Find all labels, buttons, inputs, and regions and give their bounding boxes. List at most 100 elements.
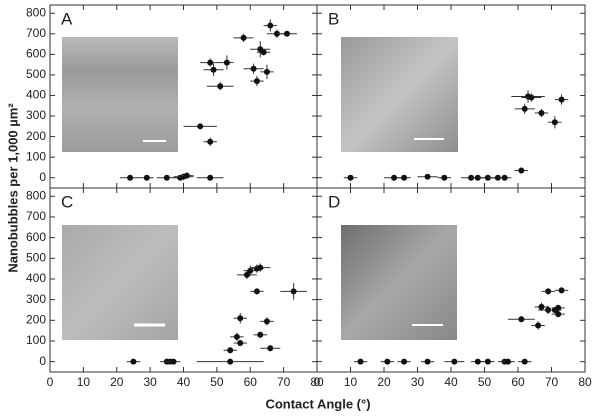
- point: [257, 331, 264, 338]
- x-tick-label: 50: [478, 375, 492, 389]
- point: [197, 123, 204, 130]
- point: [233, 333, 240, 340]
- point: [260, 49, 267, 56]
- point: [207, 174, 214, 181]
- point: [484, 358, 491, 365]
- x-axis-label: Contact Angle (°): [265, 396, 370, 411]
- point: [528, 94, 535, 101]
- point: [347, 174, 354, 181]
- y-tick-label: 700: [26, 209, 46, 223]
- point: [267, 345, 274, 352]
- y-tick-label: 100: [26, 333, 46, 347]
- point: [223, 59, 230, 66]
- point: [545, 288, 552, 295]
- point: [290, 288, 297, 295]
- point: [127, 174, 134, 181]
- point: [263, 318, 270, 325]
- x-tick-label: 80: [310, 375, 324, 389]
- point: [263, 68, 270, 75]
- point: [391, 174, 398, 181]
- point: [451, 358, 458, 365]
- x-tick-label: 20: [110, 375, 124, 389]
- point: [283, 30, 290, 37]
- y-tick-label: 200: [26, 312, 46, 326]
- point: [217, 83, 224, 90]
- point: [357, 358, 364, 365]
- point: [535, 322, 542, 329]
- point: [555, 304, 562, 311]
- point: [424, 173, 431, 180]
- point: [207, 138, 214, 145]
- point: [384, 358, 391, 365]
- panel-label: C: [61, 192, 73, 211]
- x-tick-label: 50: [210, 375, 224, 389]
- inset-image: [62, 225, 178, 340]
- point: [474, 358, 481, 365]
- x-tick-label: 60: [244, 375, 258, 389]
- y-tick-label: 0: [39, 170, 46, 184]
- point: [253, 78, 260, 85]
- point: [227, 358, 234, 365]
- point: [227, 347, 234, 354]
- y-tick-label: 300: [26, 292, 46, 306]
- x-tick-label: 20: [377, 375, 391, 389]
- y-tick-label: 0: [39, 354, 46, 368]
- point: [207, 59, 214, 66]
- point: [504, 358, 511, 365]
- point: [424, 358, 431, 365]
- y-tick-label: 700: [26, 26, 46, 40]
- inset-image: [341, 37, 458, 152]
- point: [521, 358, 528, 365]
- x-tick-label: 30: [411, 375, 425, 389]
- point: [555, 311, 562, 318]
- y-tick-label: 300: [26, 108, 46, 122]
- point: [441, 174, 448, 181]
- point: [253, 288, 260, 295]
- insets: [62, 37, 458, 340]
- point: [521, 105, 528, 112]
- y-axis-label: Nanobubbles per 1,000 µm²: [5, 103, 20, 273]
- panel-label: D: [328, 192, 340, 211]
- point: [267, 22, 274, 29]
- panel-label: B: [328, 9, 339, 28]
- point: [247, 267, 254, 274]
- point: [237, 315, 244, 322]
- y-tick-label: 400: [26, 271, 46, 285]
- point: [243, 271, 250, 278]
- point: [401, 358, 408, 365]
- x-tick-label: 40: [444, 375, 458, 389]
- point: [183, 172, 190, 179]
- inset-image: [62, 37, 178, 152]
- y-tick-label: 500: [26, 67, 46, 81]
- point: [401, 174, 408, 181]
- point: [163, 174, 170, 181]
- y-tick-label: 800: [26, 5, 46, 19]
- x-tick-label: 60: [511, 375, 525, 389]
- inset-image: [341, 225, 457, 340]
- x-tick-label: 0: [314, 375, 321, 389]
- point: [518, 167, 525, 174]
- point: [558, 96, 565, 103]
- point: [518, 316, 525, 323]
- y-tick-label: 600: [26, 47, 46, 61]
- x-tick-label: 0: [47, 375, 54, 389]
- y-tick-label: 200: [26, 129, 46, 143]
- point: [237, 340, 244, 347]
- point: [240, 34, 247, 41]
- point: [558, 287, 565, 294]
- y-tick-label: 500: [26, 250, 46, 264]
- point: [210, 66, 217, 73]
- x-tick-label: 10: [77, 375, 91, 389]
- y-tick-label: 400: [26, 88, 46, 102]
- point: [130, 358, 137, 365]
- point: [551, 119, 558, 126]
- panel-label: A: [61, 9, 73, 28]
- x-tick-label: 30: [143, 375, 157, 389]
- point: [250, 65, 257, 72]
- x-tick-label: 70: [277, 375, 291, 389]
- y-tick-label: 800: [26, 188, 46, 202]
- point: [257, 264, 264, 271]
- point: [501, 174, 508, 181]
- point: [143, 174, 150, 181]
- x-tick-label: 10: [344, 375, 358, 389]
